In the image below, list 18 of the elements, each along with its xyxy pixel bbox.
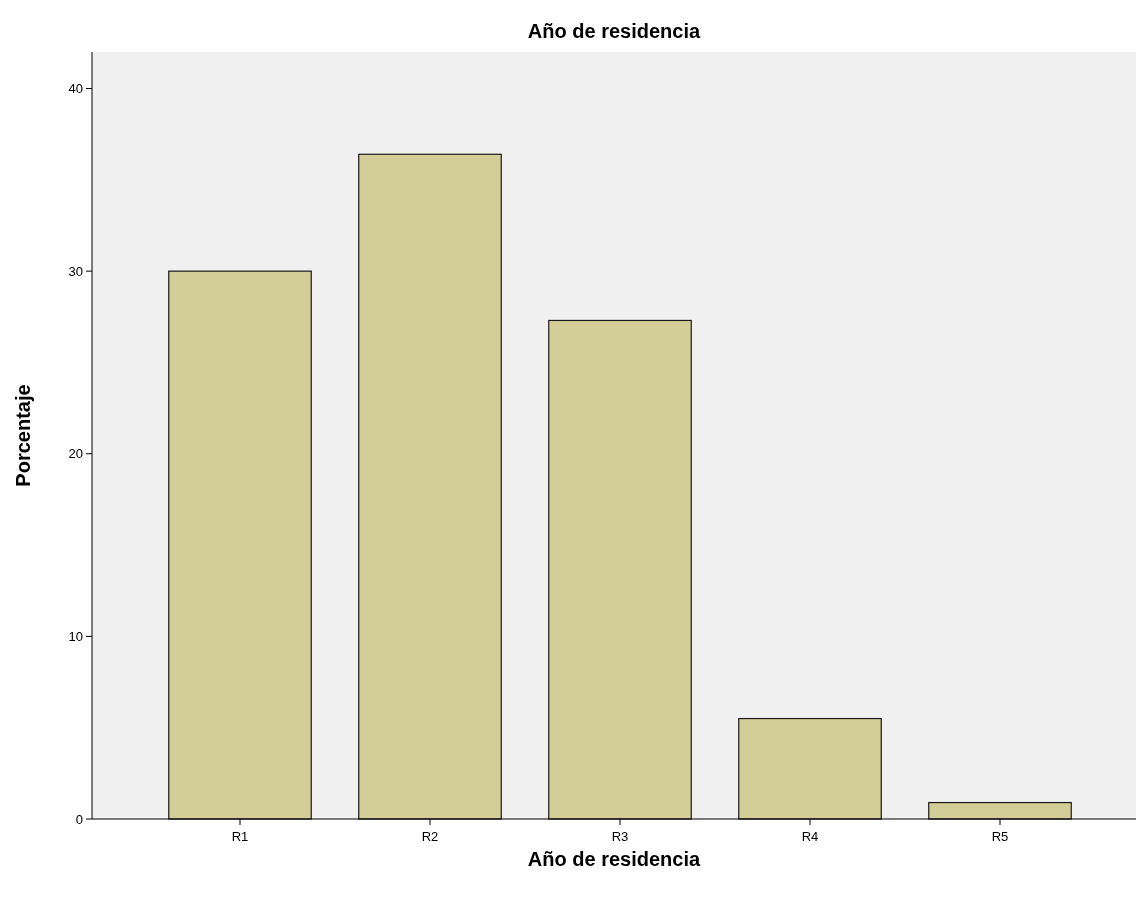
x-tick-label: R1 <box>231 829 249 844</box>
y-tick-label: 40 <box>68 81 83 97</box>
x-tick-label: R5 <box>991 829 1009 844</box>
y-axis-title: Porcentaje <box>12 384 34 487</box>
bar <box>358 153 502 820</box>
bar <box>738 717 882 820</box>
bar <box>928 801 1072 820</box>
x-tick-label: R2 <box>421 829 439 844</box>
x-axis-title: Año de residencia <box>527 848 702 870</box>
x-tick-label: R3 <box>611 829 629 844</box>
y-tick-label: 30 <box>68 263 83 279</box>
y-tick-label: 0 <box>75 811 83 827</box>
chart-title: Año de residencia <box>527 20 702 42</box>
bar <box>168 270 312 820</box>
x-tick-label: R4 <box>801 829 819 844</box>
y-tick-label: 10 <box>68 628 83 644</box>
y-tick-label: 20 <box>68 446 83 462</box>
bar <box>548 319 692 820</box>
